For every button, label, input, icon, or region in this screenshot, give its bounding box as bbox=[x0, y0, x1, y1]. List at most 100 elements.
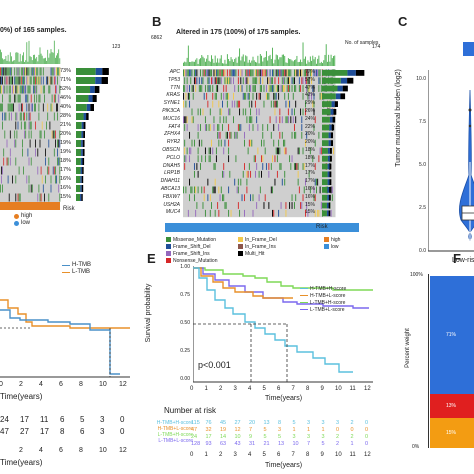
panel-e-ylabel: Survival probability bbox=[145, 283, 152, 343]
legend-frame-shift-del: Frame_Shift_Del bbox=[173, 243, 211, 250]
mutation-cell bbox=[261, 139, 262, 147]
top-bar bbox=[186, 57, 188, 66]
mutation-cell bbox=[228, 186, 230, 194]
mutation-cell bbox=[318, 69, 320, 77]
mutation-cell bbox=[219, 108, 221, 116]
top-bar bbox=[200, 58, 201, 66]
mutation-cell bbox=[24, 85, 25, 94]
top-bar bbox=[263, 57, 265, 66]
mutation-cell bbox=[250, 116, 252, 124]
panel-b-side-title: No. of samples bbox=[345, 40, 379, 46]
mutation-cell bbox=[246, 186, 248, 194]
mutation-cell bbox=[320, 85, 322, 92]
side-bar-missense bbox=[76, 131, 82, 138]
mutation-cell bbox=[309, 69, 311, 77]
top-bar bbox=[215, 62, 217, 66]
mutation-cell bbox=[253, 77, 255, 85]
panel-c-ytick: 10.0 bbox=[416, 76, 426, 82]
mutation-cell bbox=[261, 85, 262, 92]
mutation-cell bbox=[276, 155, 278, 163]
mutation-cell bbox=[35, 121, 36, 130]
panel-d-risk-cell: 8 bbox=[60, 427, 65, 436]
mutation-cell bbox=[7, 157, 9, 166]
top-bar bbox=[184, 61, 186, 66]
e-xticks-item: 2 bbox=[219, 386, 223, 392]
mutation-cell bbox=[40, 67, 42, 76]
mutation-cell bbox=[27, 148, 29, 157]
top-bar bbox=[44, 58, 45, 64]
mutation-cell bbox=[187, 69, 189, 77]
top-bar bbox=[325, 44, 327, 66]
mutation-cell bbox=[186, 85, 188, 92]
top-bar bbox=[234, 59, 236, 66]
mutation-cell bbox=[214, 92, 216, 100]
side-bar-missense bbox=[76, 104, 87, 111]
b-percents-item: 16% bbox=[305, 185, 316, 192]
mutation-cell bbox=[211, 202, 212, 209]
mutation-cell bbox=[195, 209, 197, 217]
a-percents-item: 21% bbox=[60, 122, 72, 128]
mutation-cell bbox=[319, 186, 321, 194]
top-bar bbox=[331, 58, 333, 66]
top-bar bbox=[3, 59, 5, 64]
mutation-cell bbox=[207, 85, 209, 92]
mutation-cell bbox=[33, 67, 34, 76]
panel-a-side-count: 123 bbox=[112, 44, 121, 50]
h-tmb-l-score-line-icon bbox=[300, 294, 308, 297]
top-bar bbox=[326, 61, 328, 66]
mutation-cell bbox=[48, 85, 50, 94]
mutation-cell bbox=[295, 100, 297, 108]
mutation-cell bbox=[228, 139, 230, 147]
mutation-cell bbox=[236, 131, 238, 139]
mutation-cell bbox=[312, 155, 314, 163]
mutation-cell bbox=[9, 94, 11, 103]
mutation-cell bbox=[23, 166, 24, 175]
mutation-cell bbox=[241, 85, 243, 92]
mutation-cell bbox=[307, 85, 309, 92]
mutation-cell bbox=[15, 85, 17, 94]
mutation-cell bbox=[314, 116, 316, 124]
mutation-cell bbox=[44, 130, 45, 139]
panel-e-ytick: 1.00 bbox=[180, 264, 190, 270]
panel-e-risk-cell: 13 bbox=[278, 441, 285, 447]
mutation-cell bbox=[55, 76, 56, 85]
top-bar bbox=[40, 53, 42, 64]
mutation-cell bbox=[269, 116, 271, 124]
mutation-cell bbox=[294, 202, 295, 209]
mutation-cell bbox=[53, 130, 55, 139]
mutation-cell bbox=[305, 139, 306, 147]
mutation-cell bbox=[213, 186, 215, 194]
b-genes-item: OBSCN bbox=[162, 146, 180, 153]
mutation-cell bbox=[6, 76, 8, 85]
b-percents-item: 15% bbox=[305, 201, 316, 208]
mutation-cell bbox=[301, 124, 303, 131]
mutation-cell bbox=[233, 92, 234, 100]
mutation-cell bbox=[186, 147, 188, 155]
panel-b-mutation-grid bbox=[183, 69, 336, 218]
panel-e-risk-cell: 5 bbox=[278, 434, 282, 440]
mutation-cell bbox=[278, 77, 280, 85]
mutation-cell bbox=[313, 92, 315, 100]
top-bar bbox=[264, 57, 266, 66]
mutation-cell bbox=[50, 184, 52, 193]
mutation-cell bbox=[262, 69, 264, 77]
mutation-cell bbox=[29, 76, 31, 85]
mutation-cell bbox=[291, 77, 293, 85]
mutation-cell bbox=[273, 69, 275, 77]
top-bar bbox=[289, 59, 291, 66]
mutation-cell bbox=[26, 76, 28, 85]
mutation-cell bbox=[184, 124, 186, 131]
side-bar-multi bbox=[82, 140, 85, 147]
mutation-cell bbox=[42, 76, 44, 85]
mutation-cell bbox=[270, 163, 272, 170]
mutation-cell bbox=[25, 85, 27, 94]
mutation-cell bbox=[218, 124, 220, 131]
mutation-cell bbox=[11, 112, 12, 121]
mutation-cell bbox=[11, 67, 12, 76]
legend-risk-high: high bbox=[331, 236, 341, 243]
mutation-cell bbox=[189, 131, 191, 139]
panel-f-segment-71: 71% bbox=[430, 276, 474, 394]
mutation-cell bbox=[284, 147, 286, 155]
mutation-cell bbox=[0, 85, 1, 94]
side-bar-multi bbox=[329, 179, 332, 185]
